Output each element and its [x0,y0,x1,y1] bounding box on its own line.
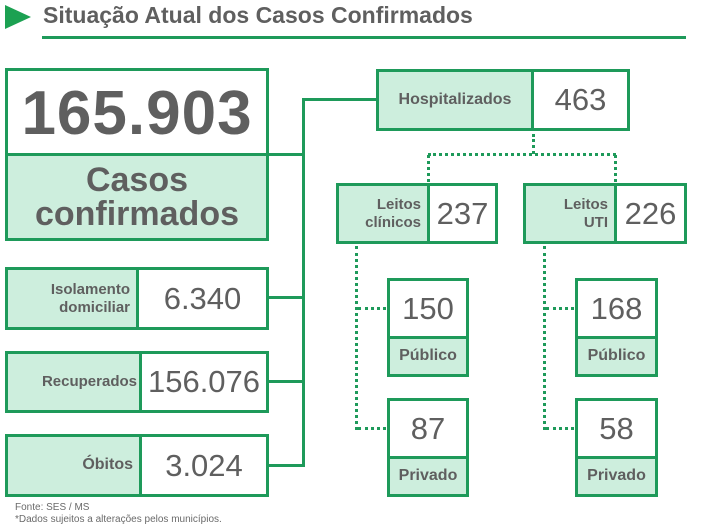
dotted-clinicos-publico [358,307,386,310]
obitos-value: 3.024 [165,447,243,483]
total-cases-value: 165.903 [21,78,253,148]
leitos-clinicos-label-line1: Leitos [376,196,421,214]
leitos-uti-label: Leitos UTI [526,186,617,241]
leitos-clinicos-value: 237 [436,195,489,231]
leitos-clinicos-label-line2: clínicos [365,213,421,231]
title-underline [42,36,686,39]
page-title: Situação Atual dos Casos Confirmados [43,2,473,28]
uti-privado-card: 58 Privado [575,398,658,497]
recuperados-card: Recuperados 156.076 [5,351,269,413]
leitos-uti-label-line1: Leitos [563,196,608,214]
leitos-uti-label-line2: UTI [583,213,608,231]
connector-recuperados [268,380,304,383]
clinicos-publico-value: 150 [390,281,466,339]
total-label-line2: confirmados [34,195,240,233]
hospitalizados-label-text: Hospitalizados [398,90,512,108]
source-note: Fonte: SES / MS [15,502,90,513]
uti-publico-label: Público [578,339,655,374]
uti-publico-card: 168 Público [575,278,658,377]
isolamento-label: Isolamento domiciliar [8,270,139,327]
leitos-clinicos-card: Leitos clínicos 237 [336,183,498,244]
dotted-uti-down [614,155,617,182]
obitos-label-text: Óbitos [82,456,133,474]
connector-main [268,153,305,156]
total-label-line1: Casos [85,161,189,199]
obitos-card: Óbitos 3.024 [5,434,269,497]
uti-publico-value: 168 [578,281,655,339]
hospitalizados-card: Hospitalizados 463 [376,69,630,131]
dotted-uti-publico [546,307,574,310]
dotted-clinicos-down [427,155,430,182]
hospitalizados-value: 463 [554,82,607,117]
leitos-uti-value: 226 [624,195,677,231]
connector-obitos [268,464,304,467]
clinicos-publico-card: 150 Público [387,278,469,377]
dotted-hosp-horizontal [428,153,616,156]
dotted-clinicos-trunk [355,246,358,430]
dotted-hosp-down [532,134,535,154]
dotted-uti-privado [546,427,574,430]
clinicos-publico-label: Público [390,339,466,374]
leitos-clinicos-label: Leitos clínicos [339,186,430,241]
dotted-clinicos-privado [358,427,386,430]
total-card-divider [8,153,266,156]
dotted-uti-trunk [543,246,546,430]
recuperados-label-text: Recuperados [41,373,137,391]
connector-trunk [302,98,305,467]
play-triangle-icon [5,5,31,29]
isolamento-card: Isolamento domiciliar 6.340 [5,267,269,330]
isolamento-label-line2: domiciliar [59,298,130,316]
connector-hospital [302,98,377,101]
isolamento-value: 6.340 [163,280,242,316]
uti-privado-label: Privado [578,459,655,494]
clinicos-privado-label: Privado [390,459,466,494]
disclaimer-note: *Dados sujeitos a alterações pelos munic… [15,514,222,525]
leitos-uti-card: Leitos UTI 226 [523,183,687,244]
obitos-label: Óbitos [8,437,142,494]
total-cases-label: Casos confirmados [8,156,266,238]
recuperados-label: Recuperados [8,354,142,410]
recuperados-value: 156.076 [147,364,261,399]
clinicos-privado-card: 87 Privado [387,398,469,497]
isolamento-label-line1: Isolamento [50,281,130,299]
uti-privado-value: 58 [578,401,655,459]
clinicos-privado-value: 87 [390,401,466,459]
connector-isolamento [268,296,304,299]
hospitalizados-label: Hospitalizados [379,72,534,128]
